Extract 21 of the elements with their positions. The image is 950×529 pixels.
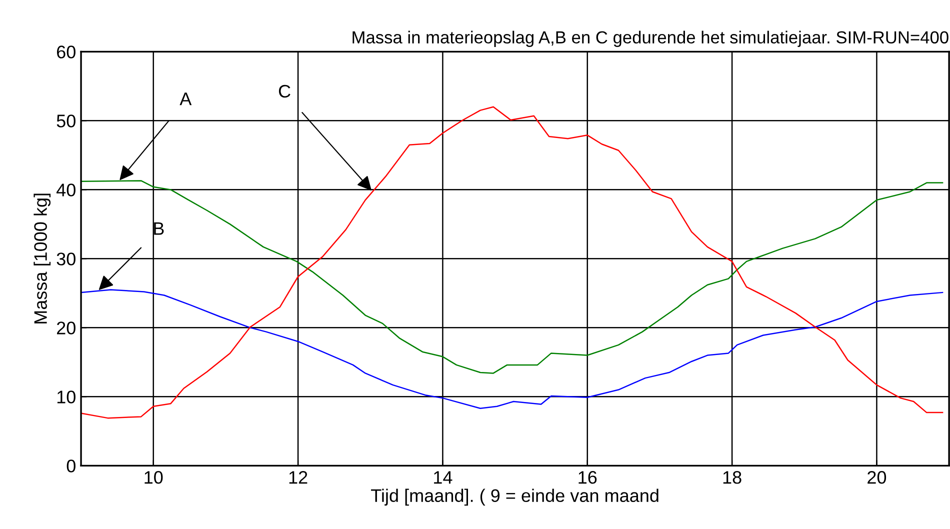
- line-series: [81, 180, 944, 374]
- line-series: [81, 106, 944, 419]
- y-axis-title: Massa [1000 kg]: [34, 194, 51, 324]
- y-tick-label: 30: [56, 252, 76, 266]
- x-tick-label: 18: [723, 471, 742, 484]
- y-tick-label: 0: [66, 460, 76, 472]
- y-tick-label: 60: [57, 46, 76, 58]
- chart-title: Massa in materieopslag A,B en C gedurende het simulatiejaar. SIM-RUN=400: [352, 30, 948, 47]
- annotation: A: [180, 92, 192, 106]
- x-tick-label: 12: [289, 471, 308, 484]
- annotation: B: [154, 222, 164, 235]
- y-tick-label: 20: [57, 322, 76, 334]
- x-tick-label: 10: [144, 471, 163, 484]
- x-axis-title: Tijd [maand]. ( 9 = einde van maand: [371, 488, 658, 506]
- x-tick-label: 16: [578, 471, 597, 484]
- annotation: C: [278, 84, 290, 98]
- x-tick-label: 20: [868, 471, 886, 484]
- y-tick-label: 40: [56, 184, 76, 196]
- y-tick-label: 50: [56, 114, 76, 128]
- x-tick-label: 14: [434, 471, 452, 484]
- y-tick-label: 10: [57, 390, 76, 404]
